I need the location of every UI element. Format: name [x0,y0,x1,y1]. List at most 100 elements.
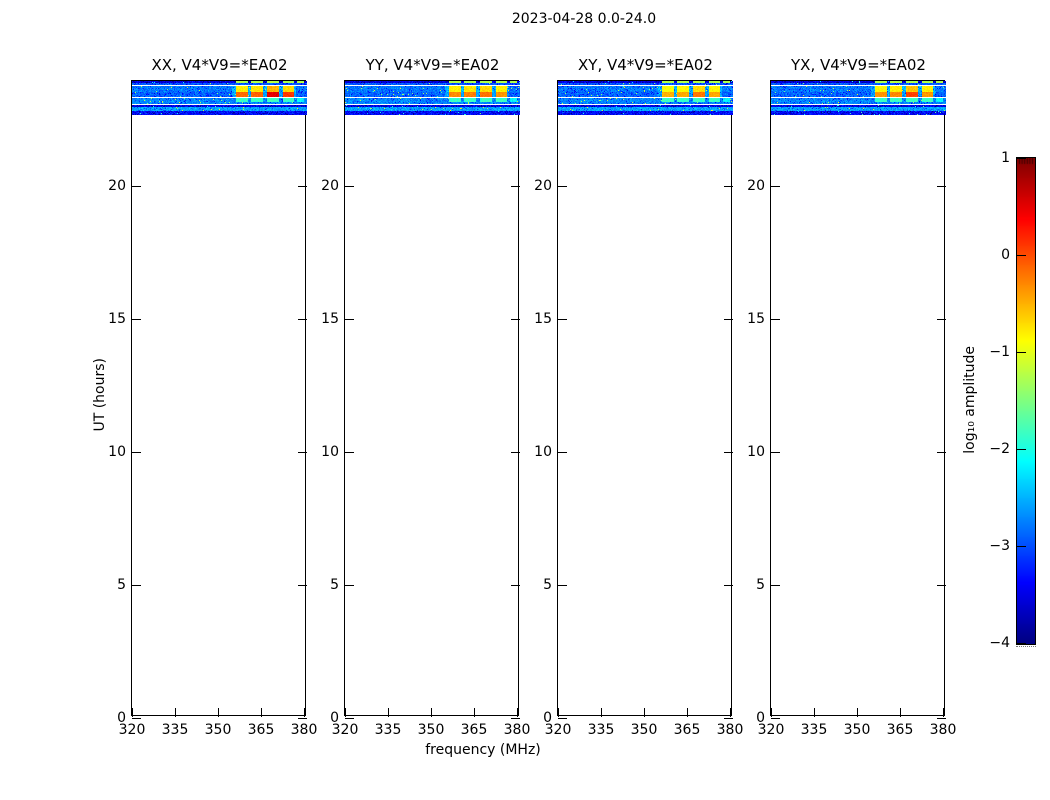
y-tick-right [511,186,520,187]
x-tick [558,708,559,717]
y-tick [558,718,567,719]
panel-title: YX, V4*V9=*EA02 [791,56,926,74]
y-tick-label: 5 [756,577,765,593]
y-tick [132,585,141,586]
x-tick-label: 365 [886,722,914,738]
y-tick-right [298,452,307,453]
y-tick-label: 5 [117,577,126,593]
x-tick-label: 350 [630,722,658,738]
y-tick [558,452,567,453]
panel-title: XX, V4*V9=*EA02 [151,56,288,74]
y-tick-label: 20 [747,178,765,194]
colorbar-tick [1017,546,1026,547]
y-tick-label: 5 [330,577,339,593]
x-tick-label: 380 [716,722,744,738]
y-tick [771,186,780,187]
y-tick-label: 5 [543,577,552,593]
x-tick [771,708,772,717]
x-tick [517,708,518,717]
figure-title: 2023-04-28 0.0-24.0 [511,11,657,27]
y-tick-right [724,452,733,453]
plot-frame [131,80,306,716]
y-tick-right [937,319,946,320]
x-tick-label: 320 [331,722,359,738]
y-tick-label: 0 [117,710,126,726]
y-tick [771,585,780,586]
y-tick-right [511,319,520,320]
colorbar-tick [1017,255,1026,256]
x-tick [474,708,475,717]
colorbar-tick-label: −2 [989,441,1010,457]
y-tick-right [298,186,307,187]
y-tick-right [298,718,307,719]
y-tick-label: 20 [108,178,126,194]
x-tick [345,708,346,717]
y-tick-right [511,718,520,719]
y-tick [345,452,354,453]
y-tick-label: 20 [534,178,552,194]
plot-frame [344,80,519,716]
x-tick-label: 335 [587,722,615,738]
y-tick-right [937,452,946,453]
y-tick-right [724,319,733,320]
x-tick [175,708,176,717]
x-tick [601,708,602,717]
y-tick-label: 15 [747,311,765,327]
y-tick [345,319,354,320]
x-tick [218,708,219,717]
x-tick [644,708,645,717]
colorbar-tick [1017,352,1026,353]
colorbar-canvas [1016,157,1036,645]
x-tick-label: 320 [757,722,785,738]
y-tick-right [937,186,946,187]
x-tick-label: 335 [161,722,189,738]
colorbar-tick [1017,449,1026,450]
y-tick [771,319,780,320]
y-tick-right [724,186,733,187]
x-tick [388,708,389,717]
y-tick-label: 10 [747,444,765,460]
y-tick-right [511,452,520,453]
y-tick [558,585,567,586]
spectrogram-band-canvas [558,81,733,115]
x-tick [261,708,262,717]
x-tick [814,708,815,717]
plot-frame [557,80,732,716]
y-tick-right [298,319,307,320]
x-axis-label: frequency (MHz) [425,742,541,758]
y-tick-label: 10 [321,444,339,460]
x-tick-label: 365 [460,722,488,738]
colorbar-minor-ticks [1016,646,1036,647]
colorbar-tick [1017,158,1026,159]
x-tick-label: 365 [673,722,701,738]
x-tick-label: 335 [800,722,828,738]
panel-title: YY, V4*V9=*EA02 [365,56,500,74]
x-tick-label: 350 [843,722,871,738]
x-tick-label: 320 [118,722,146,738]
x-tick-label: 365 [247,722,275,738]
y-tick-right [724,585,733,586]
x-tick-label: 335 [374,722,402,738]
y-tick-right [511,585,520,586]
y-tick-label: 15 [108,311,126,327]
y-tick [345,585,354,586]
y-tick-label: 15 [534,311,552,327]
spectrogram-band-canvas [771,81,946,115]
x-tick-label: 380 [503,722,531,738]
y-tick-right [937,585,946,586]
y-tick [558,319,567,320]
y-tick-right [724,718,733,719]
y-tick [345,186,354,187]
y-tick [345,718,354,719]
panel-title: XY, V4*V9=*EA02 [578,56,713,74]
y-tick-label: 0 [543,710,552,726]
y-tick-label: 10 [534,444,552,460]
y-tick [558,186,567,187]
plot-frame [770,80,945,716]
y-tick [771,452,780,453]
x-tick [304,708,305,717]
y-tick-label: 20 [321,178,339,194]
colorbar-label: log₁₀ amplitude [962,346,978,454]
colorbar-tick-label: −3 [989,538,1010,554]
colorbar-tick-label: 0 [1001,247,1010,263]
